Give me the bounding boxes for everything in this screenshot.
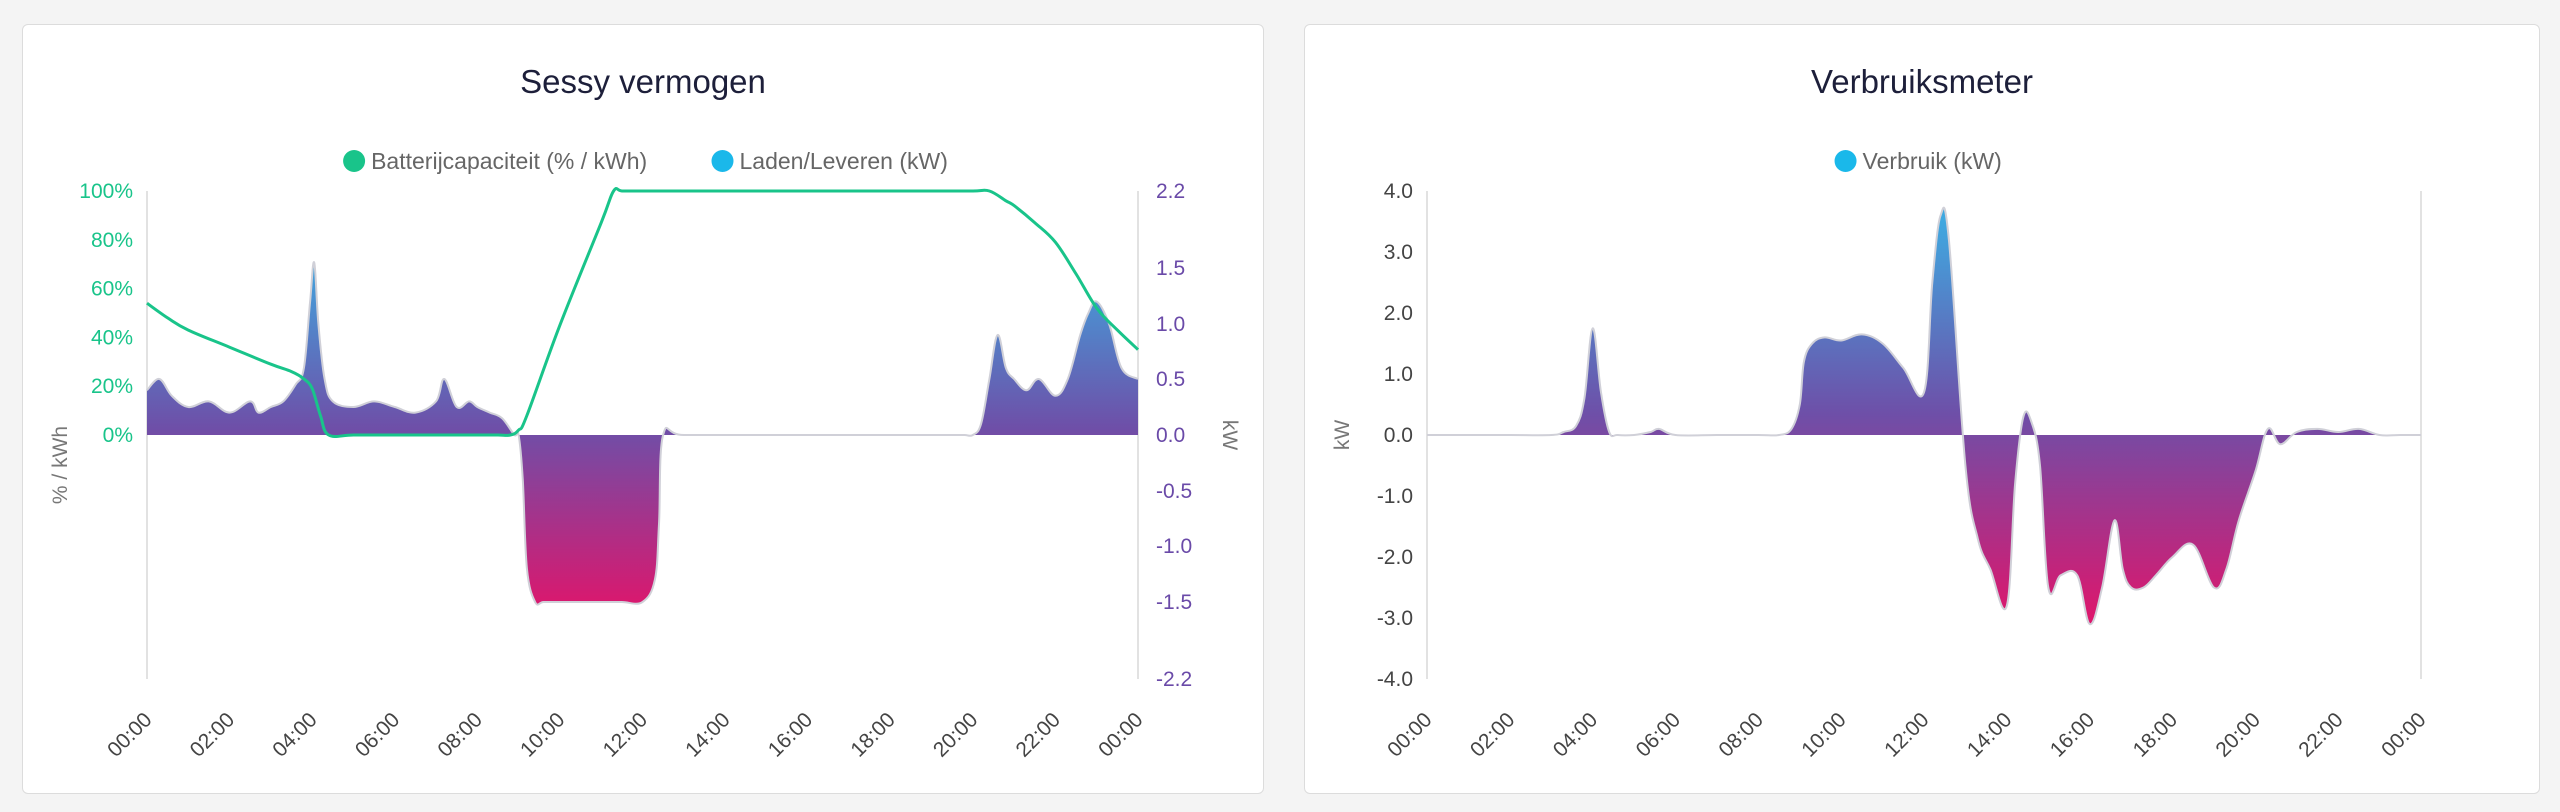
x-tick-label: 18:00 — [846, 708, 899, 761]
x-tick-label: 16:00 — [764, 708, 817, 761]
x-tick-label: 10:00 — [516, 708, 569, 761]
chart-title: Verbruiksmeter — [1811, 63, 2033, 100]
laden-leveren-area — [147, 262, 1138, 605]
x-tick-label: 04:00 — [1549, 708, 1602, 761]
chart-title: Sessy vermogen — [520, 63, 766, 100]
y-left-tick-label: 80% — [91, 229, 133, 252]
verbruik-line — [1427, 206, 2421, 626]
y-right-axis-label: kW — [1218, 420, 1241, 451]
x-tick-label: 12:00 — [1880, 708, 1933, 761]
x-tick-label: 00:00 — [1383, 708, 1436, 761]
legend-entry: Laden/Leveren (kW) — [740, 148, 948, 174]
laden-leveren-line — [146, 261, 1139, 606]
y-left-tick-label: 20% — [91, 375, 133, 398]
y-tick-label: 4.0 — [1384, 180, 1413, 203]
verbruiksmeter-card: Verbruiksmeter Verbruik (kW) 4.0 3.0 2.0 1.0… — [1304, 24, 2540, 794]
y-right-tick-label: 2.2 — [1156, 180, 1185, 203]
x-tick-label: 08:00 — [433, 708, 486, 761]
legend-marker — [711, 150, 734, 172]
y-right-tick-label: 0.0 — [1156, 424, 1185, 447]
sessy-vermogen-chart: Batterijcapaciteit (% / kWh) Laden/Levere… — [49, 148, 1241, 762]
y-tick-label: -3.0 — [1377, 607, 1413, 630]
x-tick-label: 14:00 — [681, 708, 734, 761]
y-tick-label: 2.0 — [1384, 302, 1413, 325]
y-tick-label: 3.0 — [1384, 241, 1413, 264]
legend-entry: Verbruik (kW) — [1863, 148, 2002, 174]
verbruiksmeter-chart: Verbruik (kW) 4.0 3.0 2.0 1.0 0.0 -1.0 -2.0 -3.0… — [1331, 148, 2431, 762]
y-right-tick-label: 0.5 — [1156, 368, 1185, 391]
y-right-tick-label: 1.0 — [1156, 313, 1185, 336]
x-tick-label: 14:00 — [1963, 708, 2016, 761]
y-left-tick-label: 40% — [91, 326, 133, 349]
y-right-tick-label: -1.0 — [1156, 535, 1192, 558]
y-left-tick-label: 60% — [91, 278, 133, 301]
x-tick-label: 04:00 — [268, 708, 321, 761]
x-tick-label: 12:00 — [599, 708, 652, 761]
x-tick-label: 22:00 — [1012, 708, 1065, 761]
x-tick-label: 20:00 — [929, 708, 982, 761]
y-right-tick-label: -2.2 — [1156, 668, 1192, 691]
y-right-tick-label: -0.5 — [1156, 480, 1192, 503]
x-tick-label: 22:00 — [2294, 708, 2347, 761]
y-tick-label: -1.0 — [1377, 485, 1413, 508]
x-tick-label: 16:00 — [2046, 708, 2099, 761]
y-axis-label: kW — [1331, 420, 1354, 451]
y-tick-label: -4.0 — [1377, 668, 1413, 691]
y-tick-label: -2.0 — [1377, 546, 1413, 569]
x-tick-label: 00:00 — [1094, 708, 1147, 761]
x-tick-label: 02:00 — [186, 708, 239, 761]
y-tick-label: 0.0 — [1384, 424, 1413, 447]
y-left-tick-label: 0% — [103, 424, 133, 447]
legend-marker — [343, 150, 366, 172]
legend-marker — [1834, 150, 1857, 172]
batterijcapaciteit-line — [146, 187, 1140, 439]
x-tick-label: 06:00 — [351, 708, 404, 761]
x-tick-label: 00:00 — [2377, 708, 2430, 761]
verbruik-area — [1427, 207, 2421, 625]
legend-entry: Batterijcapaciteit (% / kWh) — [371, 148, 647, 174]
x-tick-label: 06:00 — [1632, 708, 1685, 761]
x-tick-label: 10:00 — [1797, 708, 1850, 761]
x-tick-label: 08:00 — [1714, 708, 1767, 761]
y-left-axis-label: % / kWh — [49, 426, 72, 504]
x-tick-label: 00:00 — [103, 708, 156, 761]
x-tick-label: 02:00 — [1466, 708, 1519, 761]
sessy-vermogen-card: Sessy vermogen Batterijcapaciteit (% / k… — [22, 24, 1264, 794]
y-left-tick-label: 100% — [79, 180, 133, 203]
x-tick-label: 20:00 — [2211, 708, 2264, 761]
y-right-tick-label: 1.5 — [1156, 257, 1185, 280]
x-tick-label: 18:00 — [2129, 708, 2182, 761]
y-right-tick-label: -1.5 — [1156, 591, 1192, 614]
y-tick-label: 1.0 — [1384, 363, 1413, 386]
